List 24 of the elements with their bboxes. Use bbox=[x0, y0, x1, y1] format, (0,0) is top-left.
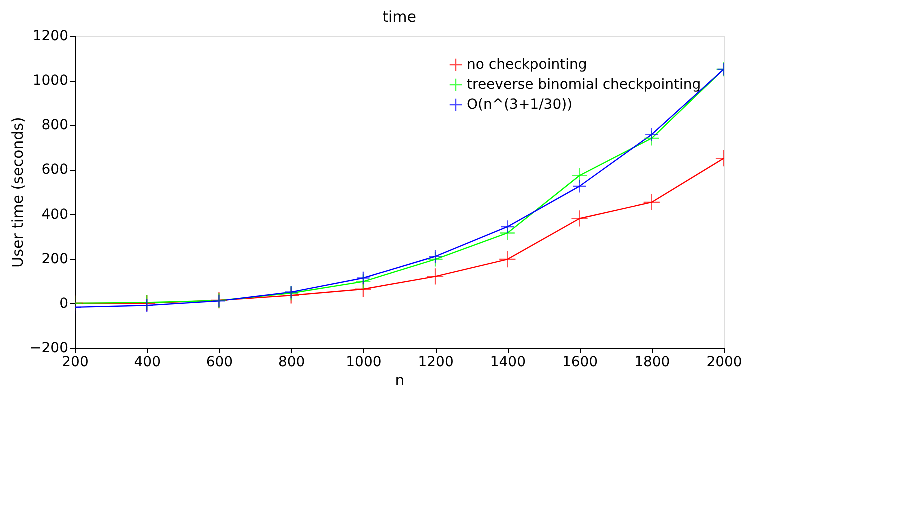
x-tick-label: 1000 bbox=[346, 354, 382, 370]
y-tick-label: 1000 bbox=[32, 73, 68, 90]
x-tick-label: 400 bbox=[134, 354, 161, 370]
legend-label: no checkpointing bbox=[467, 57, 588, 73]
x-tick-label: 200 bbox=[62, 354, 89, 370]
y-tick-label: 1200 bbox=[32, 28, 68, 44]
legend-label: O(n^(3+1/30)) bbox=[467, 97, 573, 113]
y-tick-label: 600 bbox=[42, 162, 68, 178]
chart-title: time bbox=[382, 8, 416, 26]
x-tick-label: 1800 bbox=[634, 354, 670, 370]
x-tick-label: 600 bbox=[206, 354, 234, 370]
y-tick-label: 800 bbox=[42, 118, 68, 134]
x-tick-label: 2000 bbox=[706, 354, 742, 370]
x-tick-label: 1200 bbox=[418, 354, 454, 370]
y-axis-title: User time (seconds) bbox=[9, 117, 28, 268]
y-tick-label: −200 bbox=[30, 340, 68, 356]
y-tick-label: 0 bbox=[60, 296, 68, 312]
x-tick-label: 800 bbox=[278, 354, 306, 370]
legend-label: treeverse binomial checkpointing bbox=[467, 77, 702, 93]
y-tick-label: 200 bbox=[42, 251, 68, 268]
x-tick-label: 1400 bbox=[490, 354, 526, 370]
x-tick-label: 1600 bbox=[562, 354, 598, 370]
y-tick-label: 400 bbox=[42, 206, 68, 223]
x-axis-title: n bbox=[395, 372, 405, 390]
